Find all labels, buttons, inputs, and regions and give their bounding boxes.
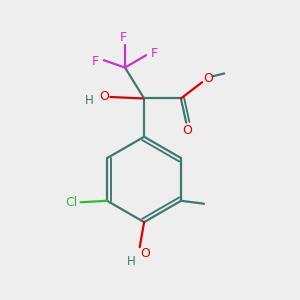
Text: F: F	[120, 31, 127, 44]
Text: Cl: Cl	[65, 196, 77, 209]
Text: O: O	[99, 90, 109, 103]
Text: O: O	[203, 72, 213, 85]
Text: F: F	[150, 47, 158, 60]
Text: F: F	[92, 55, 99, 68]
Text: H: H	[128, 255, 136, 268]
Text: O: O	[182, 124, 192, 137]
Text: O: O	[141, 247, 151, 260]
Text: H: H	[85, 94, 93, 107]
